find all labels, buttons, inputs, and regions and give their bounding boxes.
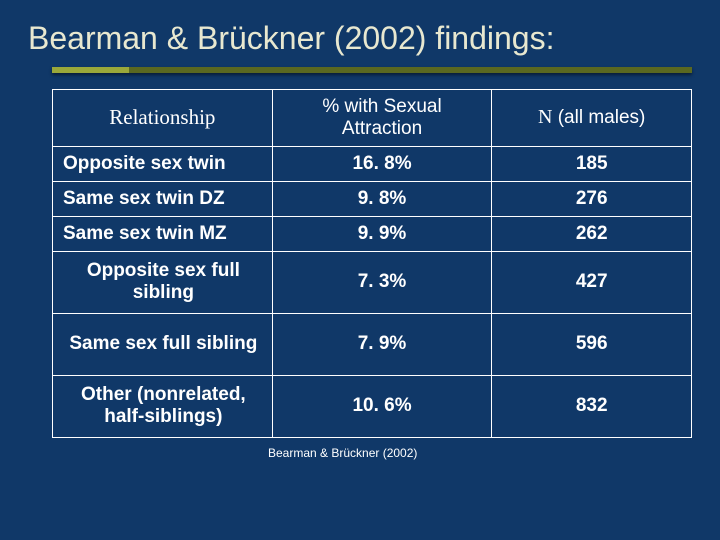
cell-relationship: Same sex twin MZ (53, 216, 273, 251)
cell-n: 832 (492, 375, 692, 437)
cell-relationship: Opposite sex twin (53, 146, 273, 181)
citation: Bearman & Brückner (2002) (268, 446, 692, 460)
table-row: Other (nonrelated, half-siblings) 10. 6%… (53, 375, 692, 437)
table-row: Opposite sex full sibling 7. 3% 427 (53, 251, 692, 313)
cell-relationship: Same sex full sibling (53, 313, 273, 375)
cell-pct: 7. 3% (272, 251, 492, 313)
cell-n: 185 (492, 146, 692, 181)
header-relationship: Relationship (53, 89, 273, 146)
table-row: Opposite sex twin 16. 8% 185 (53, 146, 692, 181)
cell-pct: 16. 8% (272, 146, 492, 181)
cell-pct: 7. 9% (272, 313, 492, 375)
cell-n: 596 (492, 313, 692, 375)
slide-title: Bearman & Brückner (2002) findings: (28, 20, 692, 57)
header-pct: % with Sexual Attraction (272, 89, 492, 146)
cell-relationship: Other (nonrelated, half-siblings) (53, 375, 273, 437)
cell-n: 276 (492, 181, 692, 216)
title-underline (52, 67, 692, 73)
cell-relationship: Opposite sex full sibling (53, 251, 273, 313)
table-row: Same sex twin DZ 9. 8% 276 (53, 181, 692, 216)
cell-n: 427 (492, 251, 692, 313)
cell-pct: 9. 9% (272, 216, 492, 251)
cell-n: 262 (492, 216, 692, 251)
cell-pct: 10. 6% (272, 375, 492, 437)
cell-pct: 9. 8% (272, 181, 492, 216)
findings-table: Relationship % with Sexual Attraction N … (52, 89, 692, 438)
table-header-row: Relationship % with Sexual Attraction N … (53, 89, 692, 146)
table-row: Same sex full sibling 7. 9% 596 (53, 313, 692, 375)
header-n: N (all males) (492, 89, 692, 146)
header-n-serif: N (538, 106, 552, 128)
table-row: Same sex twin MZ 9. 9% 262 (53, 216, 692, 251)
cell-relationship: Same sex twin DZ (53, 181, 273, 216)
header-n-rest: (all males) (552, 107, 645, 128)
